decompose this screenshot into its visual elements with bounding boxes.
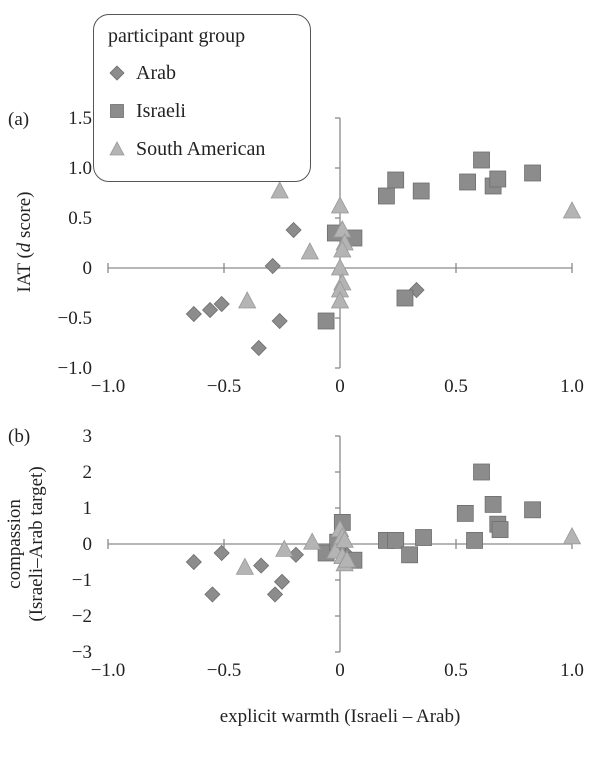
y-tick-label: 2 bbox=[83, 462, 93, 483]
data-point-israeli bbox=[456, 504, 474, 522]
data-point-arab bbox=[202, 301, 219, 319]
data-point-arab bbox=[253, 557, 270, 574]
data-point-arab bbox=[213, 295, 230, 313]
y-tick-label: −2 bbox=[72, 606, 92, 627]
data-point-arab bbox=[271, 312, 288, 330]
y-tick-label: 0.5 bbox=[68, 208, 92, 229]
data-point-arab bbox=[204, 586, 221, 603]
panel-label: (a) bbox=[8, 109, 29, 130]
data-point-south-american bbox=[302, 532, 322, 550]
data-point-south-american bbox=[330, 258, 350, 276]
data-point-israeli bbox=[317, 312, 335, 330]
x-tick-label: 0.5 bbox=[444, 376, 468, 397]
data-point-south-american bbox=[333, 240, 352, 258]
data-point-israeli bbox=[473, 463, 490, 481]
data-point-israeli bbox=[491, 521, 509, 538]
x-tick-label: 1.0 bbox=[560, 376, 584, 397]
triangle-marker-icon bbox=[109, 141, 125, 156]
data-point-israeli bbox=[387, 171, 405, 189]
data-point-south-american bbox=[562, 201, 582, 219]
data-point-israeli bbox=[524, 501, 541, 519]
y-tick-label: 0 bbox=[83, 534, 93, 555]
legend: participant group Arab Israeli South Ame… bbox=[93, 14, 311, 182]
panel-label: (b) bbox=[8, 426, 30, 447]
data-point-israeli bbox=[377, 187, 395, 205]
data-point-south-american bbox=[330, 196, 350, 214]
data-point-south-american bbox=[330, 291, 350, 309]
y-axis-title: (Israeli–Arab target) bbox=[26, 466, 47, 621]
panel-a: −1.0 −0.5 0 0.5 1.0 1.5 1.0 0.5 0 −0.5 −1.0 (a) IAT … bbox=[8, 108, 584, 397]
y-tick-label: 3 bbox=[83, 426, 93, 447]
x-tick-label: −1.0 bbox=[91, 660, 125, 681]
data-point-south-american bbox=[275, 539, 294, 557]
x-tick-label: 0 bbox=[335, 660, 345, 681]
y-tick-label: 1.0 bbox=[68, 158, 92, 179]
data-point-arab bbox=[213, 544, 230, 562]
data-point-israeli bbox=[524, 164, 541, 182]
data-point-arab bbox=[285, 221, 302, 239]
data-point-israeli bbox=[489, 170, 507, 188]
legend-label-south-american: South American bbox=[136, 137, 266, 160]
data-point-israeli bbox=[484, 495, 502, 513]
data-point-israeli bbox=[415, 529, 432, 546]
data-point-south-american bbox=[238, 291, 257, 309]
y-tick-label: −3 bbox=[72, 642, 92, 663]
legend-label-arab: Arab bbox=[136, 61, 176, 84]
data-point-arab bbox=[264, 257, 281, 275]
data-point-israeli bbox=[412, 182, 430, 200]
data-point-arab bbox=[273, 573, 291, 590]
data-point-israeli bbox=[466, 532, 483, 549]
data-point-south-american bbox=[235, 557, 255, 575]
y-tick-label: 1 bbox=[83, 498, 93, 519]
x-tick-label: 0 bbox=[335, 376, 345, 397]
data-point-south-american bbox=[337, 550, 357, 568]
x-tick-label: 1.0 bbox=[560, 660, 584, 681]
legend-title: participant group bbox=[108, 25, 246, 47]
x-tick-label: −1.0 bbox=[91, 376, 125, 397]
square-marker-icon bbox=[110, 104, 124, 118]
data-point-south-american bbox=[333, 220, 352, 238]
y-tick-label: 1.5 bbox=[68, 108, 92, 129]
y-axis-title: compassion bbox=[4, 499, 25, 589]
data-point-south-american bbox=[270, 181, 289, 199]
data-point-israeli bbox=[473, 151, 490, 169]
y-tick-label: −1.0 bbox=[58, 358, 92, 379]
y-axis-title: IAT (d score) bbox=[14, 192, 35, 293]
x-axis-title: explicit warmth (Israeli – Arab) bbox=[220, 706, 461, 727]
legend-item-south-american: South American bbox=[106, 135, 265, 163]
y-tick-label: −1 bbox=[72, 570, 92, 591]
data-point-arab bbox=[250, 339, 267, 357]
data-point-israeli bbox=[401, 546, 419, 564]
data-point-arab bbox=[185, 553, 202, 571]
data-point-israeli bbox=[387, 532, 405, 549]
data-point-south-american bbox=[562, 526, 582, 545]
data-point-israeli bbox=[459, 173, 477, 191]
panel-b: −1.0 −0.5 0 0.5 1.0 3 2 1 0 −1 −2 −3 (b) compassion (I… bbox=[4, 426, 584, 727]
data-point-south-american bbox=[300, 242, 320, 260]
legend-label-israeli: Israeli bbox=[136, 99, 186, 122]
x-tick-label: −0.5 bbox=[207, 376, 241, 397]
data-point-israeli bbox=[396, 289, 414, 307]
x-tick-label: 0.5 bbox=[444, 660, 468, 681]
y-tick-label: −0.5 bbox=[58, 308, 92, 329]
y-tick-label: 0 bbox=[83, 258, 93, 279]
data-point-south-american bbox=[335, 530, 354, 548]
legend-item-arab: Arab bbox=[106, 59, 176, 87]
legend-item-israeli: Israeli bbox=[106, 97, 186, 125]
x-tick-label: −0.5 bbox=[207, 660, 241, 681]
data-point-arab bbox=[266, 586, 284, 603]
data-point-arab bbox=[185, 305, 202, 323]
diamond-marker-icon bbox=[109, 65, 125, 81]
